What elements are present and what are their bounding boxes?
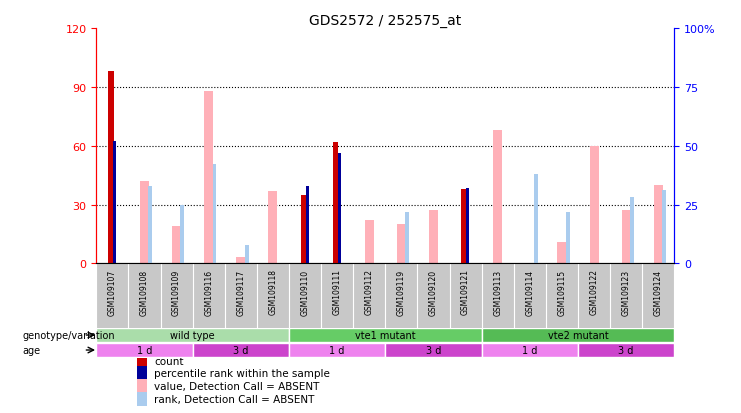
Bar [113,142,116,264]
Bar [181,205,185,264]
Bar [96,328,289,342]
Text: GSM109111: GSM109111 [333,269,342,315]
Text: GSM109110: GSM109110 [301,269,310,315]
Bar [172,227,181,264]
Bar [466,189,470,264]
Text: 3 d: 3 d [426,345,441,355]
Text: 3 d: 3 d [233,345,248,355]
Bar [108,72,113,264]
Text: 3 d: 3 d [619,345,634,355]
Text: GSM109108: GSM109108 [140,269,149,315]
Bar [590,146,599,264]
Bar [365,221,373,264]
Bar [289,343,385,357]
Bar [557,242,566,264]
Bar [578,343,674,357]
Text: GSM109124: GSM109124 [654,269,662,315]
Text: count: count [154,356,184,366]
Bar [268,191,277,264]
Title: GDS2572 / 252575_at: GDS2572 / 252575_at [309,14,462,28]
Bar [306,186,309,264]
Bar [429,211,438,264]
Text: GSM109119: GSM109119 [397,269,406,315]
Text: rank, Detection Call = ABSENT: rank, Detection Call = ABSENT [154,394,314,404]
Bar [289,328,482,342]
Bar [137,354,147,368]
Bar [385,343,482,357]
Bar [140,182,149,264]
Bar [534,174,537,264]
Text: GSM109112: GSM109112 [365,269,373,315]
Text: 1 d: 1 d [522,345,537,355]
Text: GSM109115: GSM109115 [557,269,566,315]
Text: age: age [22,345,41,355]
Bar [630,198,634,264]
Text: 1 d: 1 d [137,345,152,355]
Text: GSM109114: GSM109114 [525,269,534,315]
Bar [137,366,147,381]
Text: GSM109120: GSM109120 [429,269,438,315]
Bar [148,186,152,264]
Bar [654,185,662,264]
Bar [236,258,245,264]
Bar [205,92,213,264]
Text: percentile rank within the sample: percentile rank within the sample [154,368,330,378]
Bar [338,153,341,264]
Bar [193,343,289,357]
Text: vte1 mutant: vte1 mutant [355,330,416,340]
Bar [494,131,502,264]
Text: GSM109117: GSM109117 [236,269,245,315]
Bar [213,165,216,264]
Text: vte2 mutant: vte2 mutant [548,330,608,340]
Bar [301,195,306,264]
Text: GSM109118: GSM109118 [268,269,277,315]
Text: GSM109107: GSM109107 [108,269,117,315]
Text: value, Detection Call = ABSENT: value, Detection Call = ABSENT [154,381,319,391]
Bar [137,379,147,394]
Bar [482,328,674,342]
Text: GSM109113: GSM109113 [494,269,502,315]
Bar [461,190,467,264]
Bar [137,392,147,406]
Bar [405,212,409,264]
Text: wild type: wild type [170,330,215,340]
Bar [566,212,570,264]
Bar [333,142,339,264]
Text: GSM109123: GSM109123 [622,269,631,315]
Bar [397,225,406,264]
Text: genotype/variation: genotype/variation [22,330,115,340]
Text: 1 d: 1 d [330,345,345,355]
Text: GSM109116: GSM109116 [205,269,213,315]
Bar [622,211,631,264]
Bar [245,245,248,264]
Bar [482,343,578,357]
Text: GSM109122: GSM109122 [590,269,599,315]
Text: GSM109109: GSM109109 [172,269,181,315]
Bar [662,191,666,264]
Bar [96,343,193,357]
Text: GSM109121: GSM109121 [461,269,470,315]
